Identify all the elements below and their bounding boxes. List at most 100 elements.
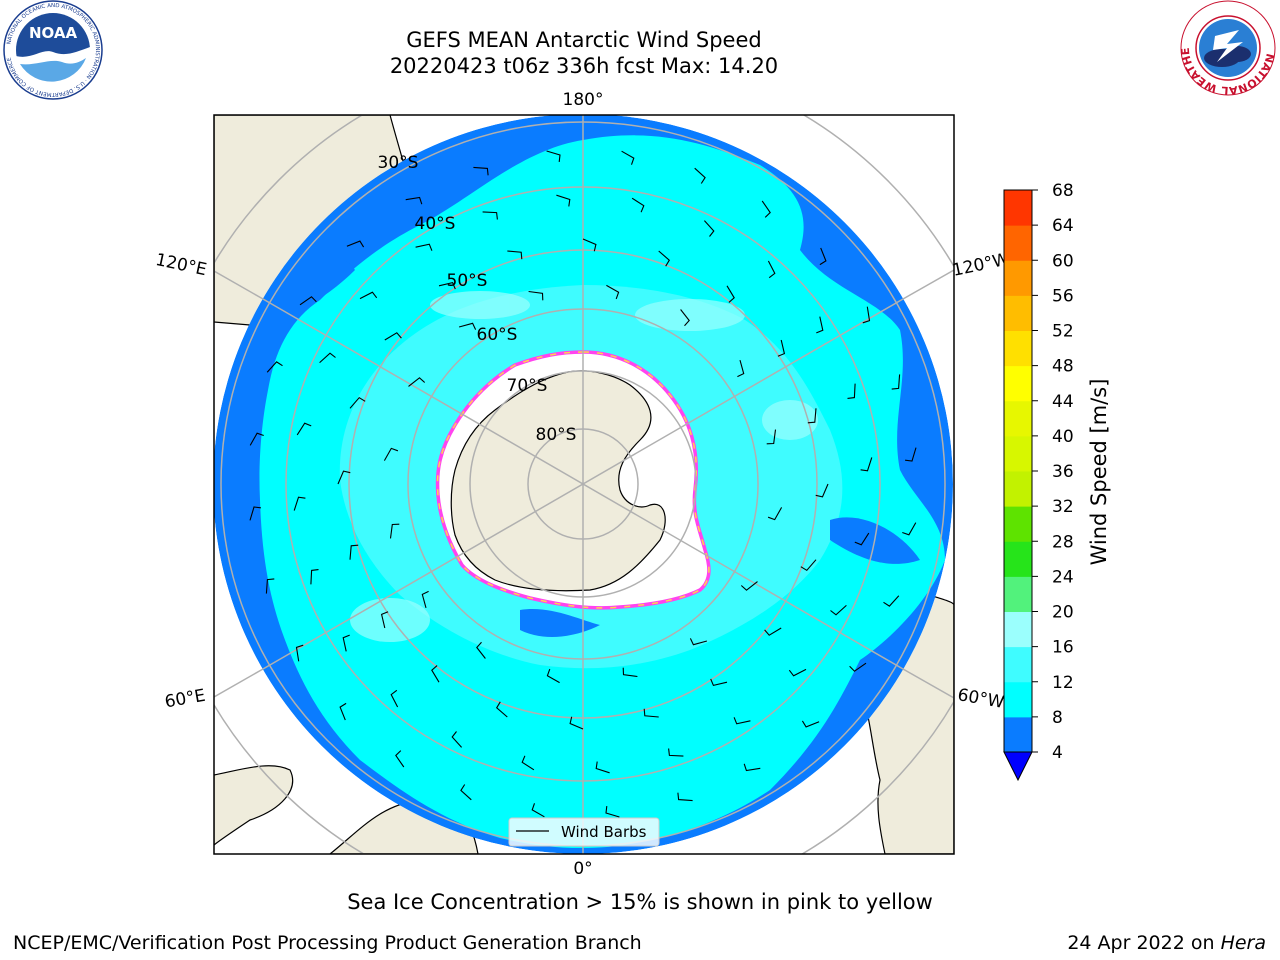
wind-barb (476, 641, 486, 659)
wind-barb (891, 374, 901, 390)
wind-barbs (249, 150, 917, 818)
wind-barb (733, 717, 751, 725)
wind-barb (460, 784, 472, 801)
lon-label-60w: 60°W (956, 685, 1006, 713)
wind-barb (395, 750, 405, 768)
wind-barb (390, 689, 399, 708)
wind-barb (431, 665, 440, 683)
wind-barb (658, 250, 671, 267)
lat-label-60s: 60°S (477, 325, 518, 345)
colorbar-tick-label: 56 (1052, 286, 1074, 306)
meridians (262, 115, 904, 854)
wind-barb (438, 281, 456, 290)
wind-barb (521, 755, 535, 771)
wind-barb (293, 496, 306, 511)
wind-barb (384, 332, 402, 341)
colorbar-segment (1004, 225, 1032, 261)
wind-barb (595, 761, 610, 774)
wind-barb (606, 284, 620, 300)
lat-label-50s: 50°S (447, 271, 488, 291)
wind-barb (421, 590, 429, 609)
colorbar-segment (1004, 506, 1032, 542)
colorbar-tick-label: 16 (1052, 638, 1074, 658)
wind-barb (668, 748, 684, 757)
lon-label-120w: 120°W (951, 249, 1012, 281)
wind-barb (346, 240, 365, 248)
colorbar-tick-label: 40 (1052, 427, 1074, 447)
lat-label-80s: 80°S (536, 425, 577, 445)
wind-barb (677, 792, 693, 802)
colorbar-segment (1004, 330, 1032, 367)
wind-barb (546, 668, 560, 684)
colorbar-segment (1004, 681, 1032, 718)
wind-barb (546, 150, 561, 162)
wind-barb (339, 702, 347, 721)
wind-barb (249, 432, 264, 446)
colorbar-tick-label: 36 (1052, 462, 1074, 482)
wind-barb (631, 197, 645, 213)
wind-barb (295, 644, 304, 662)
colorbar-tick-label: 20 (1052, 603, 1074, 623)
wind-barb (849, 662, 867, 672)
wind-barb (767, 260, 776, 279)
credit-date-text: 24 Apr 2022 on (1067, 932, 1221, 954)
wind-barb (743, 763, 761, 772)
noaa-logo: NOAA NATIONAL OCEANIC AND ATMOSPHERIC AD… (2, 0, 104, 100)
wind-barb (764, 627, 782, 636)
wind-barb (621, 150, 635, 165)
wind-barb (415, 243, 433, 251)
wind-barb (902, 522, 917, 536)
wind-barb (703, 220, 715, 237)
wind-barb (788, 668, 807, 677)
colorbar-tick-label: 44 (1052, 392, 1074, 412)
wind-barb (689, 638, 708, 646)
wind-barb (296, 422, 312, 436)
lon-label-180: 180° (563, 90, 604, 110)
wind-barb (310, 569, 319, 585)
wind-barb (556, 194, 571, 207)
wind-barb (767, 507, 783, 521)
wind-barb (883, 595, 900, 607)
wind-barb (528, 290, 544, 301)
wind-barb (389, 523, 400, 539)
wind-barb (582, 238, 597, 252)
wind-barb (737, 359, 745, 378)
map-legend: Wind Barbs (508, 817, 660, 847)
wind-barb (694, 167, 706, 184)
wind-barb (451, 731, 463, 748)
colorbar-tick-label: 28 (1052, 532, 1074, 552)
wind-barb (710, 678, 728, 687)
wind-barb (801, 720, 820, 728)
colorbar-tick-label: 24 (1052, 567, 1074, 587)
wind-barb (819, 247, 827, 266)
chart-title: GEFS MEAN Antarctic Wind Speed (406, 28, 762, 52)
wind-barb (816, 316, 824, 334)
wind-barb (482, 211, 498, 220)
lat-label-40s: 40°S (415, 214, 456, 234)
wind-barb (777, 339, 786, 357)
wind-barb (643, 708, 659, 718)
colorbar-tick-label: 60 (1052, 251, 1074, 271)
wind-barb (405, 196, 423, 205)
lon-label-0: 0° (573, 859, 592, 879)
wind-barb (265, 578, 275, 594)
colorbar-extend-arrow (1003, 751, 1033, 782)
colorbar-segment (1004, 541, 1032, 577)
wind-barb (726, 285, 735, 303)
colorbar-tick-label: 32 (1052, 497, 1074, 517)
wind-barb (862, 306, 871, 324)
wind-barb (507, 250, 523, 260)
wind-barb (458, 322, 477, 330)
legend-label: Wind Barbs (561, 823, 647, 841)
colorbar-tick-label: 52 (1052, 322, 1074, 342)
wind-barb (854, 532, 870, 546)
colorbar-tick-label: 68 (1052, 181, 1074, 201)
antarctica (435, 350, 711, 610)
wind-barb (473, 166, 489, 176)
colorbar-tick-label: 64 (1052, 216, 1074, 236)
colorbar-tick-label: 4 (1052, 743, 1063, 763)
wind-barb (349, 544, 359, 560)
colorbar-segment (1004, 400, 1032, 437)
wind-barb (680, 309, 690, 327)
